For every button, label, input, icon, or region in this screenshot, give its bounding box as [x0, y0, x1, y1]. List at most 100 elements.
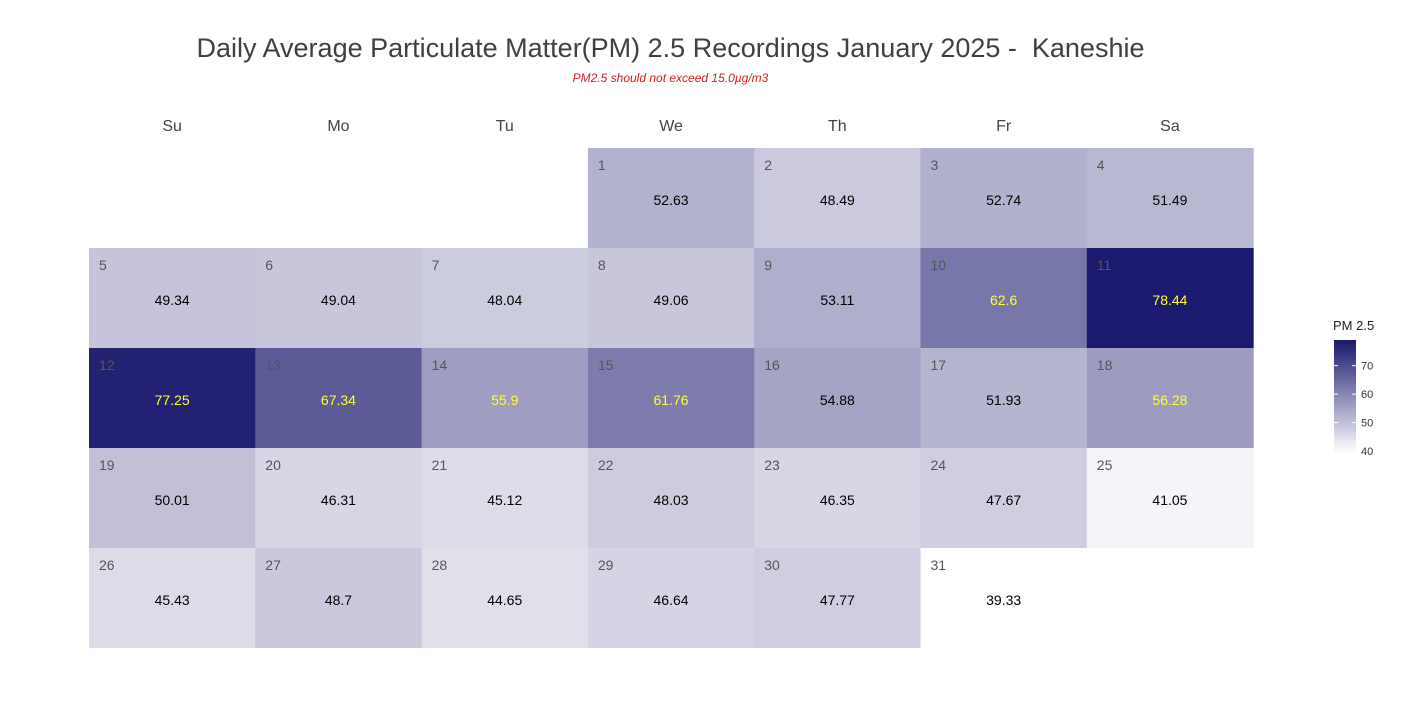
day-cell-fill — [1086, 348, 1254, 448]
day-value-label: 51.93 — [986, 392, 1021, 408]
day-cell-11: 11 78.44 — [1086, 248, 1254, 348]
day-cell-fill — [255, 448, 423, 548]
day-cell-13: 13 67.34 — [255, 348, 423, 448]
day-value-label: 62.6 — [990, 292, 1017, 308]
day-cell-fill — [920, 548, 1088, 648]
chart-subtitle: PM2.5 should not exceed 15.0µg/m3 — [572, 71, 769, 85]
day-value-label: 44.65 — [487, 592, 522, 608]
day-number: 12 — [99, 357, 115, 373]
day-value-label: 46.35 — [820, 492, 855, 508]
day-cell-5: 549.34 — [89, 248, 256, 348]
day-cell-fill — [920, 248, 1088, 348]
legend-tick-label: 60 — [1361, 389, 1373, 401]
day-cell-fill — [754, 348, 922, 448]
day-value-label: 48.04 — [487, 292, 522, 308]
day-value-label: 48.49 — [820, 192, 855, 208]
day-number: 24 — [931, 457, 947, 473]
day-cell-14: 14 55.9 — [421, 348, 589, 448]
day-cell-1: 152.63 — [587, 148, 755, 248]
day-number: 8 — [598, 257, 606, 273]
legend-tick-label: 40 — [1361, 446, 1373, 458]
day-cell-24: 24 47.67 — [920, 448, 1088, 548]
day-cell-fill — [587, 448, 755, 548]
day-number: 19 — [99, 457, 115, 473]
day-cell-25: 25 41.05 — [1086, 448, 1254, 548]
day-number: 26 — [99, 557, 115, 573]
day-value-label: 51.49 — [1152, 192, 1187, 208]
day-cell-fill — [920, 148, 1088, 248]
day-cell-16: 16 54.88 — [754, 348, 922, 448]
day-value-label: 54.88 — [820, 392, 855, 408]
day-cell-fill — [1086, 448, 1254, 548]
day-cell-15: 15 61.76 — [587, 348, 755, 448]
day-number: 18 — [1097, 357, 1113, 373]
day-value-label: 49.04 — [321, 292, 356, 308]
day-cell-fill — [89, 348, 256, 448]
day-cell-fill — [1086, 148, 1254, 248]
day-cell-18: 18 56.28 — [1086, 348, 1254, 448]
day-number: 6 — [265, 257, 273, 273]
day-value-label: 56.28 — [1152, 392, 1187, 408]
day-number: 23 — [764, 457, 780, 473]
calendar-heatmap: Su Mo Tu We Th Fr Sa152.63248.49352.74451.4954… — [89, 118, 1254, 648]
day-cell-23: 23 46.35 — [754, 448, 922, 548]
legend-colorbar: 40 50 60 70 — [1334, 340, 1373, 458]
weekday-header-su: Su — [162, 118, 182, 135]
day-value-label: 48.7 — [325, 592, 352, 608]
day-number: 17 — [931, 357, 947, 373]
day-cell-fill — [754, 548, 922, 648]
day-cell-12: 12 77.25 — [89, 348, 256, 448]
day-cell-fill — [89, 248, 256, 348]
day-value-label: 45.43 — [155, 592, 190, 608]
day-number: 29 — [598, 557, 614, 573]
day-number: 11 — [1097, 257, 1112, 273]
day-value-label: 49.34 — [155, 292, 190, 308]
weekday-header-mo: Mo — [327, 118, 349, 135]
day-cell-fill — [255, 348, 423, 448]
day-cell-fill — [754, 448, 922, 548]
day-cell-fill — [89, 548, 256, 648]
day-number: 25 — [1097, 457, 1113, 473]
day-cell-fill — [587, 348, 755, 448]
day-cell-fill — [421, 248, 589, 348]
day-cell-6: 649.04 — [255, 248, 423, 348]
day-cell-8: 849.06 — [587, 248, 755, 348]
day-number: 10 — [931, 257, 947, 273]
day-number: 30 — [764, 557, 780, 573]
day-cell-fill — [89, 448, 256, 548]
day-cell-9: 953.11 — [754, 248, 922, 348]
day-number: 3 — [931, 157, 939, 173]
day-cell-27: 27 48.7 — [255, 548, 423, 648]
day-value-label: 47.67 — [986, 492, 1021, 508]
day-cell-31: 31 39.33 — [920, 548, 1088, 648]
day-value-label: 52.74 — [986, 192, 1021, 208]
day-value-label: 47.77 — [820, 592, 855, 608]
day-number: 15 — [598, 357, 614, 373]
day-cell-29: 29 46.64 — [587, 548, 755, 648]
day-number: 14 — [432, 357, 448, 373]
day-cell-28: 28 44.65 — [421, 548, 589, 648]
day-number: 27 — [265, 557, 281, 573]
weekday-header-th: Th — [828, 118, 847, 135]
day-cell-fill — [754, 148, 922, 248]
day-number: 22 — [598, 457, 614, 473]
legend-tick-label: 50 — [1361, 418, 1373, 430]
day-cell-26: 26 45.43 — [89, 548, 256, 648]
legend-tick-label: 70 — [1361, 361, 1373, 373]
day-value-label: 67.34 — [321, 392, 356, 408]
day-value-label: 45.12 — [487, 492, 522, 508]
day-number: 13 — [265, 357, 281, 373]
weekday-header-we: We — [659, 118, 683, 135]
day-value-label: 78.44 — [1152, 292, 1187, 308]
day-value-label: 53.11 — [820, 292, 854, 308]
day-number: 2 — [764, 157, 772, 173]
day-number: 7 — [432, 257, 440, 273]
day-cell-fill — [421, 448, 589, 548]
day-number: 1 — [598, 157, 606, 173]
day-cell-fill — [920, 348, 1088, 448]
day-value-label: 46.31 — [321, 492, 356, 508]
day-value-label: 49.06 — [654, 292, 689, 308]
day-number: 20 — [265, 457, 281, 473]
day-cell-fill — [255, 548, 423, 648]
day-cell-7: 748.04 — [421, 248, 589, 348]
